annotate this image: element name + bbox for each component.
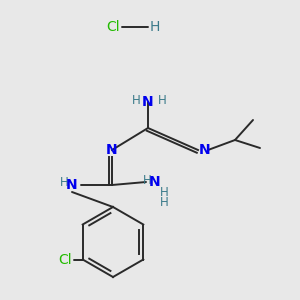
Text: N: N [199,143,211,157]
Text: H: H [160,185,168,199]
Text: N: N [142,95,154,109]
Text: H: H [160,196,168,209]
Text: N: N [149,175,161,189]
Text: H: H [132,94,140,106]
Text: N: N [106,143,118,157]
Text: Cl: Cl [106,20,120,34]
Text: N: N [66,178,78,192]
Text: H: H [158,94,166,106]
Text: H: H [142,173,152,187]
Text: H: H [60,176,68,190]
Text: H: H [150,20,160,34]
Text: Cl: Cl [58,253,71,266]
